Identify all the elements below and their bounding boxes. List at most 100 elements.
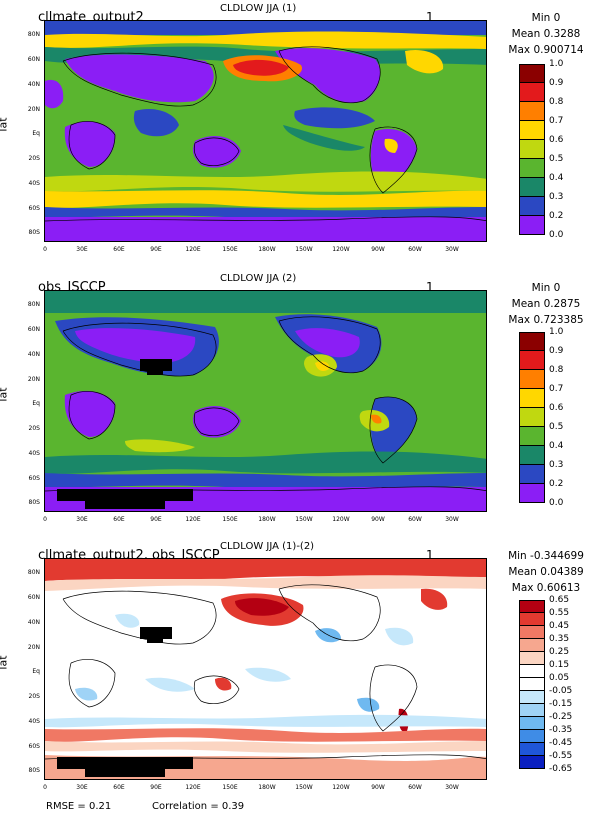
lon-tick: 180W bbox=[258, 246, 276, 253]
colorbar-swatch bbox=[519, 370, 545, 389]
colorbar-swatch bbox=[519, 159, 545, 178]
map-field-observation bbox=[45, 291, 486, 511]
colorbar-label: 1.0 bbox=[549, 59, 564, 69]
map-field-difference bbox=[45, 559, 486, 779]
lon-tick: 90W bbox=[371, 246, 385, 253]
lat-tick: 80S bbox=[28, 229, 40, 236]
panel-right-label: 1 bbox=[426, 548, 434, 562]
lon-tick: 60E bbox=[113, 516, 125, 523]
lon-tick: 120E bbox=[185, 516, 201, 523]
colorbar-label: 0.5 bbox=[549, 422, 564, 432]
colorbar bbox=[519, 332, 545, 503]
colorbar-swatch bbox=[519, 691, 545, 704]
lon-tick: 120E bbox=[185, 784, 201, 791]
lat-tick: 60S bbox=[28, 475, 40, 482]
colorbar-swatch bbox=[519, 140, 545, 159]
colorbar-swatch bbox=[519, 332, 545, 351]
lon-tick: 30E bbox=[76, 784, 88, 791]
lat-tick: 60N bbox=[27, 56, 40, 63]
map-plot bbox=[44, 20, 487, 242]
stats-block: Min 0 Mean 0.2875 Max 0.723385 bbox=[490, 280, 602, 328]
lon-tick: 90E bbox=[150, 516, 162, 523]
lon-tick: 90W bbox=[371, 784, 385, 791]
colorbar-swatch bbox=[519, 216, 545, 235]
lon-tick: 60W bbox=[408, 784, 422, 791]
panel-right-label: 1 bbox=[426, 280, 434, 294]
lon-tick: 30E bbox=[76, 246, 88, 253]
lat-tick: 20N bbox=[27, 106, 40, 113]
lat-tick: 80N bbox=[27, 31, 40, 38]
lat-tick: 20S bbox=[28, 155, 40, 162]
lat-tick: Eq bbox=[32, 668, 40, 675]
colorbar-label: 0.3 bbox=[549, 460, 564, 470]
stat-mean: Mean 0.2875 bbox=[511, 298, 581, 310]
colorbar-label: -0.35 bbox=[549, 725, 573, 735]
colorbar-swatch bbox=[519, 717, 545, 730]
colorbar-swatch bbox=[519, 639, 545, 652]
lat-tick: 40N bbox=[27, 619, 40, 626]
lon-tick: 0 bbox=[43, 784, 47, 791]
colorbar-label: 0.9 bbox=[549, 346, 564, 356]
colorbar-swatch bbox=[519, 756, 545, 769]
colorbar-swatch bbox=[519, 465, 545, 484]
lat-tick: 20S bbox=[28, 425, 40, 432]
colorbar-label: -0.15 bbox=[549, 699, 573, 709]
panel-observation: obs_ISCCP CLDLOW JJA (2) 1 Min 0 Mean 0.… bbox=[0, 270, 606, 540]
colorbar-swatch bbox=[519, 678, 545, 691]
colorbar-label: 0.6 bbox=[549, 135, 564, 145]
lon-tick: 120W bbox=[332, 784, 350, 791]
stat-mean: Mean 0.3288 bbox=[511, 28, 581, 40]
panel-title: CLDLOW JJA (1) bbox=[220, 3, 297, 14]
lon-tick: 150W bbox=[295, 784, 313, 791]
lon-tick: 30W bbox=[445, 784, 459, 791]
map-plot bbox=[44, 290, 487, 512]
lon-tick: 180W bbox=[258, 784, 276, 791]
lat-tick: 80S bbox=[28, 767, 40, 774]
colorbar-label: 0.6 bbox=[549, 403, 564, 413]
colorbar-label: 0.35 bbox=[549, 634, 570, 644]
lon-tick: 150E bbox=[222, 246, 238, 253]
colorbar-swatch bbox=[519, 652, 545, 665]
panel-model: cllmate_output2 CLDLOW JJA (1) 1 Min 0 M… bbox=[0, 0, 606, 270]
lon-tick: 0 bbox=[43, 516, 47, 523]
colorbar-label: 0.4 bbox=[549, 173, 564, 183]
colorbar-swatch bbox=[519, 743, 545, 756]
lat-tick: 40S bbox=[28, 718, 40, 725]
colorbar-label: 0.45 bbox=[549, 621, 570, 631]
colorbar-swatch bbox=[519, 351, 545, 370]
y-axis-label: lat bbox=[0, 655, 10, 670]
map-plot bbox=[44, 558, 487, 780]
lon-tick: 150W bbox=[295, 246, 313, 253]
lon-tick: 120W bbox=[332, 516, 350, 523]
lon-tick: 150E bbox=[222, 516, 238, 523]
colorbar-swatch bbox=[519, 484, 545, 503]
colorbar bbox=[519, 600, 545, 769]
lon-tick: 150E bbox=[222, 784, 238, 791]
lat-tick: 20S bbox=[28, 693, 40, 700]
colorbar-swatch bbox=[519, 197, 545, 216]
lon-tick: 60E bbox=[113, 246, 125, 253]
colorbar-label: 0.8 bbox=[549, 365, 564, 375]
colorbar-label: 0.25 bbox=[549, 647, 570, 657]
lon-tick: 60E bbox=[113, 784, 125, 791]
colorbar-label: 0.15 bbox=[549, 660, 570, 670]
colorbar-swatch bbox=[519, 178, 545, 197]
lon-tick: 60W bbox=[408, 516, 422, 523]
colorbar-label: 0.0 bbox=[549, 498, 564, 508]
stats-block: Min -0.344699 Mean 0.04389 Max 0.60613 bbox=[490, 548, 602, 596]
lon-tick: 120E bbox=[185, 246, 201, 253]
lat-tick: 40S bbox=[28, 180, 40, 187]
stat-min: Min -0.344699 bbox=[508, 550, 584, 562]
lon-tick: 150W bbox=[295, 516, 313, 523]
stat-min: Min 0 bbox=[531, 12, 561, 24]
colorbar-label: 0.8 bbox=[549, 97, 564, 107]
lon-tick: 90E bbox=[150, 246, 162, 253]
colorbar-swatch bbox=[519, 665, 545, 678]
correlation-label: Correlation = 0.39 bbox=[152, 801, 245, 812]
colorbar-swatch bbox=[519, 730, 545, 743]
lon-tick: 60W bbox=[408, 246, 422, 253]
y-axis-label: lat bbox=[0, 117, 10, 132]
panel-right-label: 1 bbox=[426, 10, 434, 24]
lon-tick: 30E bbox=[76, 516, 88, 523]
colorbar-label: 0.5 bbox=[549, 154, 564, 164]
